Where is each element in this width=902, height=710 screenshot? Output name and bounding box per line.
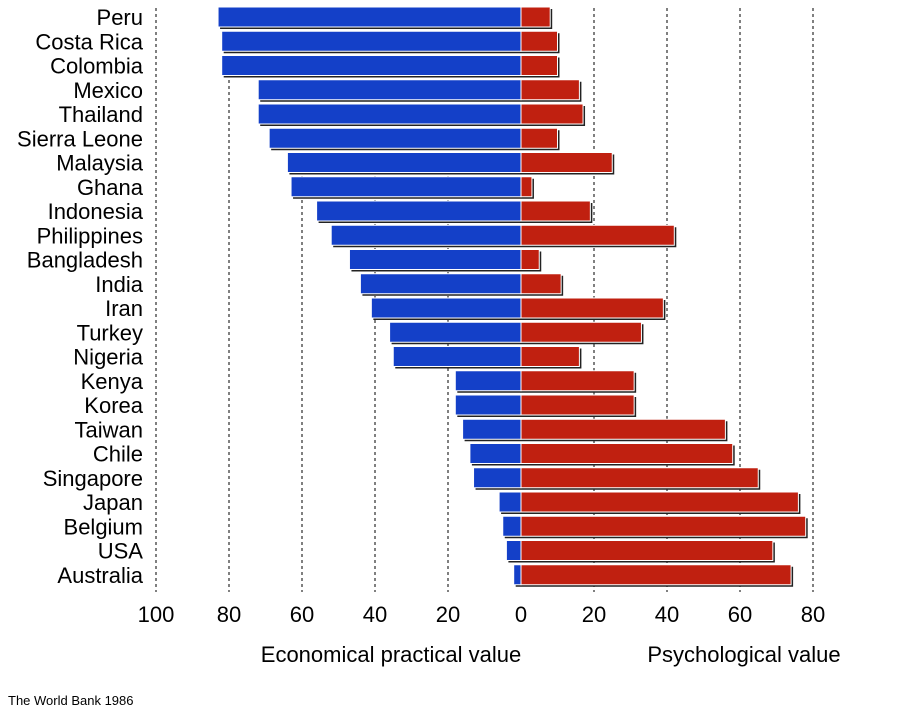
bar-economical [513, 564, 522, 586]
category-label: Ghana [77, 175, 144, 200]
tick-label: 80 [801, 602, 825, 627]
bar-economical [502, 515, 522, 537]
bar-psychological [520, 200, 591, 222]
category-label: Colombia [50, 54, 144, 79]
bar-psychological [520, 515, 807, 537]
psychological-bars [520, 6, 808, 587]
category-label: Turkey [77, 320, 143, 345]
category-label: India [95, 272, 143, 297]
category-label: USA [98, 539, 144, 564]
bar-economical [473, 467, 522, 489]
bar-psychological [520, 55, 558, 76]
tick-label: 60 [290, 602, 314, 627]
economical-bars [217, 6, 524, 587]
category-label: Sierra Leone [17, 126, 143, 151]
bar-psychological [520, 443, 734, 464]
bar-psychological [520, 30, 558, 52]
bar-economical [359, 273, 522, 295]
tick-label: 40 [655, 602, 679, 627]
bar-economical [498, 491, 522, 513]
category-label: Costa Rica [35, 29, 143, 54]
bar-psychological [520, 297, 664, 319]
source-note: The World Bank 1986 [8, 693, 134, 708]
right-axis-title: Psychological value [647, 642, 840, 667]
bar-economical [286, 152, 522, 173]
bar-psychological [520, 224, 675, 246]
bar-economical [454, 394, 522, 416]
left-axis-title: Economical practical value [261, 642, 521, 667]
category-label: Kenya [81, 369, 144, 394]
category-label: Indonesia [48, 199, 144, 224]
tick-label: 20 [582, 602, 606, 627]
category-label: Thailand [59, 102, 143, 127]
bar-psychological [520, 127, 558, 149]
tick-label: 40 [363, 602, 387, 627]
tick-label: 60 [728, 602, 752, 627]
bar-psychological [520, 152, 613, 173]
bar-economical [221, 55, 522, 76]
category-label: Iran [105, 296, 143, 321]
bar-psychological [520, 321, 642, 343]
category-label: Belgium [64, 514, 143, 539]
bar-psychological [520, 103, 584, 125]
bar-psychological [520, 370, 635, 392]
bar-psychological [520, 418, 726, 440]
bar-economical [221, 30, 522, 52]
bar-economical [505, 540, 522, 561]
bar-economical [348, 249, 522, 270]
bar-psychological [520, 394, 635, 416]
category-label: Chile [93, 442, 143, 467]
category-label: Malaysia [56, 151, 144, 176]
bar-economical [217, 6, 522, 28]
bar-psychological [520, 6, 551, 28]
bar-economical [392, 346, 522, 367]
bar-economical [469, 443, 522, 464]
bar-economical [389, 321, 522, 343]
bar-psychological [520, 79, 580, 101]
bar-psychological [520, 540, 774, 561]
category-label: Taiwan [75, 417, 143, 442]
bar-psychological [520, 467, 759, 489]
bar-psychological [520, 564, 792, 586]
tick-label: 20 [436, 602, 460, 627]
bar-psychological [520, 176, 533, 198]
bar-psychological [520, 273, 562, 295]
bar-economical [454, 370, 522, 392]
bar-economical [268, 127, 522, 149]
category-label: Australia [57, 563, 143, 588]
tick-label: 80 [217, 602, 241, 627]
bar-economical [316, 200, 522, 222]
category-label: Korea [84, 393, 143, 418]
category-label: Japan [83, 490, 143, 515]
bar-psychological [520, 249, 540, 270]
category-label: Nigeria [73, 345, 143, 370]
bar-economical [370, 297, 522, 319]
category-label: Philippines [37, 223, 143, 248]
bar-economical [330, 224, 522, 246]
category-label: Bangladesh [27, 248, 143, 273]
bar-economical [257, 79, 522, 101]
bar-psychological [520, 346, 580, 367]
tick-labels: 100 80 60 40 20 0 20 40 60 80 [138, 602, 826, 627]
bar-economical [290, 176, 522, 198]
bar-economical [462, 418, 522, 440]
tick-label: 0 [515, 602, 527, 627]
category-label: Peru [97, 5, 143, 30]
bar-psychological [520, 491, 799, 513]
category-label: Singapore [43, 466, 143, 491]
bar-economical [257, 103, 522, 125]
tick-label: 100 [138, 602, 175, 627]
category-label: Mexico [73, 78, 143, 103]
